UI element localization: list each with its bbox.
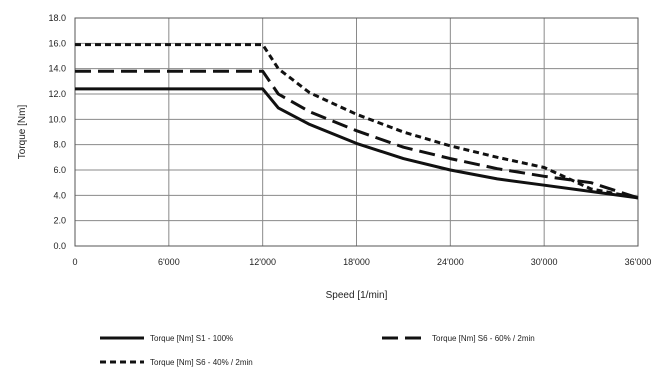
tick-layer: 0.0 2.0 4.0 6.0 8.0 10.0 12.0 14.0 16.0 18.0 0 6'00… (48, 13, 651, 267)
y-axis-label: Torque [Nm] (17, 105, 28, 160)
x-tick-label: 6'000 (158, 257, 180, 267)
plot-frame (74, 17, 639, 247)
x-tick-label: 24'000 (437, 257, 464, 267)
y-tick-label: 8.0 (53, 140, 66, 150)
x-tick-label: 12'000 (249, 257, 276, 267)
y-tick-label: 14.0 (48, 64, 66, 74)
y-tick-label: 12.0 (48, 89, 66, 99)
y-tick-label: 0.0 (53, 241, 66, 251)
x-tick-label: 36'000 (625, 257, 652, 267)
legend-label-2: Torque [Nm] S6 - 60% / 2min (432, 334, 535, 343)
series-line-3 (75, 43, 639, 200)
legend-label-3: Torque [Nm] S6 - 40% / 2min (150, 358, 253, 367)
series-layer (75, 43, 639, 200)
x-tick-label: 18'000 (343, 257, 370, 267)
x-axis-label: Speed [1/min] (326, 290, 388, 301)
series-line-2 (75, 69, 639, 200)
series-line-1 (75, 87, 639, 200)
y-tick-label: 16.0 (48, 38, 66, 48)
y-tick-label: 2.0 (53, 216, 66, 226)
legend: Torque [Nm] S1 - 100% Torque [Nm] S6 - 60… (100, 334, 535, 367)
y-tick-label: 10.0 (48, 114, 66, 124)
y-tick-label: 18.0 (48, 13, 66, 23)
legend-label-1: Torque [Nm] S1 - 100% (150, 334, 233, 343)
x-tick-label: 30'000 (531, 257, 558, 267)
y-tick-label: 4.0 (53, 190, 66, 200)
x-tick-label: 0 (72, 257, 77, 267)
y-tick-label: 6.0 (53, 165, 66, 175)
